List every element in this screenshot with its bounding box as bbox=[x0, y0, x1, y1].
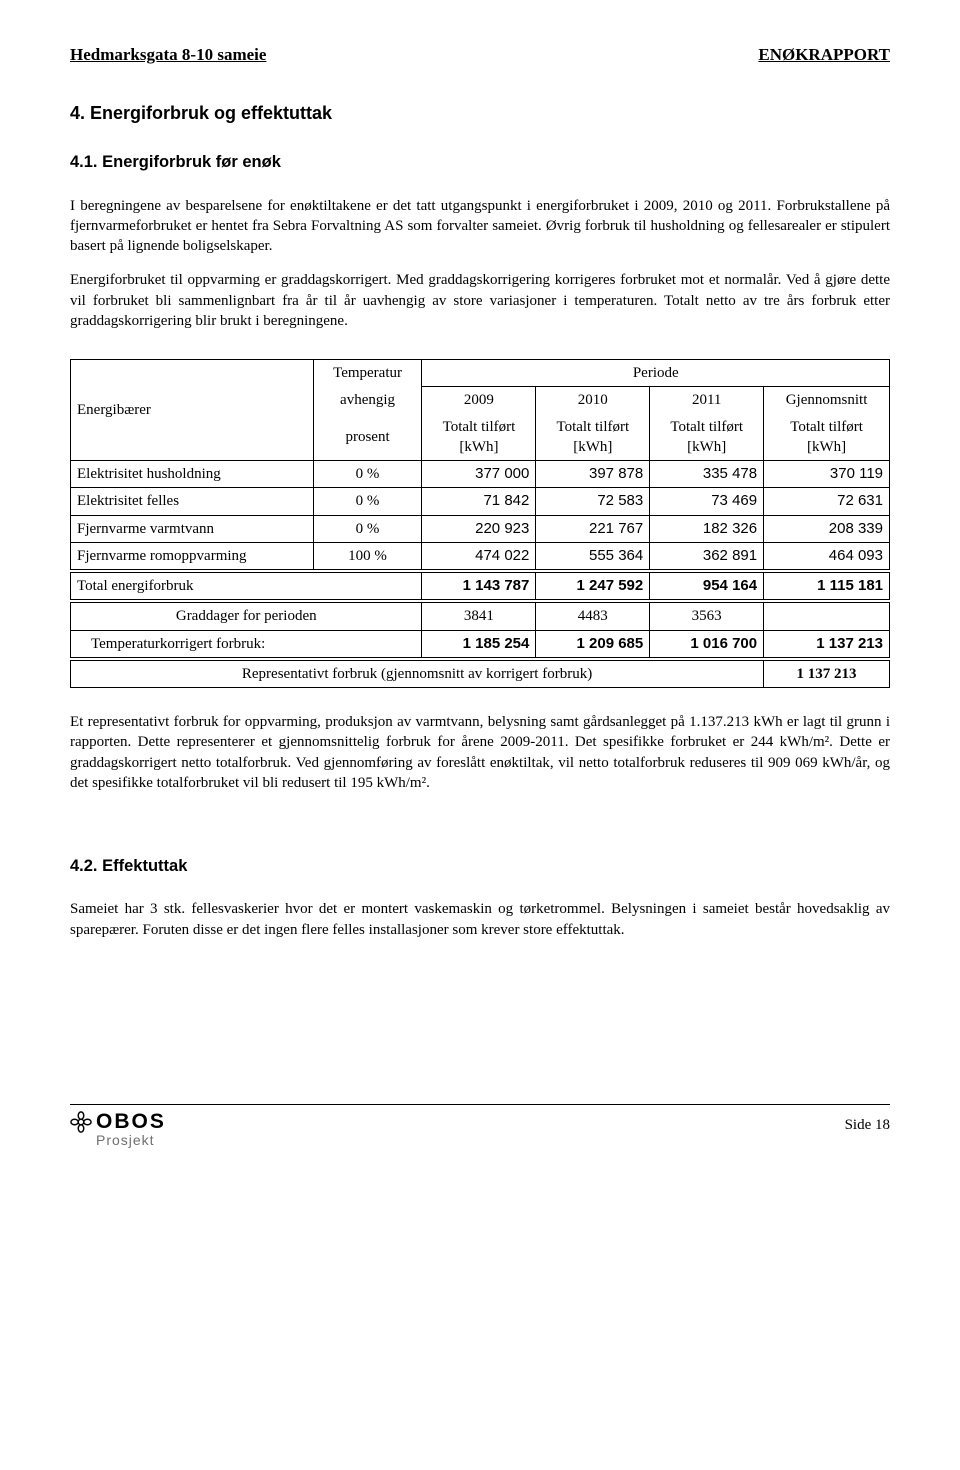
col-temp-1: Temperatur bbox=[313, 360, 422, 387]
row-pct: 0 % bbox=[313, 515, 422, 542]
col-gjennomsnitt: Gjennomsnitt bbox=[764, 387, 890, 414]
subsection-title-1: 4.1. Energiforbruk før enøk bbox=[70, 151, 890, 173]
row-label: Fjernvarme romoppvarming bbox=[71, 542, 314, 571]
logo-subtext: Prosjekt bbox=[96, 1133, 166, 1148]
row-label: Elektrisitet felles bbox=[71, 488, 314, 515]
header-left: Hedmarksgata 8-10 sameie bbox=[70, 44, 266, 67]
energy-table: Energibærer Temperatur Periode avhengig … bbox=[70, 359, 890, 688]
table-row-graddager: Graddager for perioden 3841 4483 3563 bbox=[71, 601, 890, 630]
paragraph-1: I beregningene av besparelsene for enøkt… bbox=[70, 196, 890, 257]
year-2010: 2010 bbox=[536, 387, 650, 414]
row-pct: 0 % bbox=[313, 461, 422, 488]
cell: 182 326 bbox=[650, 515, 764, 542]
col-temp-2: avhengig bbox=[313, 387, 422, 414]
cell: 335 478 bbox=[650, 461, 764, 488]
cell: 3841 bbox=[422, 601, 536, 630]
cell: 954 164 bbox=[650, 571, 764, 601]
cell: 362 891 bbox=[650, 542, 764, 571]
cell: 397 878 bbox=[536, 461, 650, 488]
repr-value: 1 137 213 bbox=[764, 659, 890, 688]
table-row: Energibærer Temperatur Periode bbox=[71, 360, 890, 387]
cell: 1 247 592 bbox=[536, 571, 650, 601]
cell: 208 339 bbox=[764, 515, 890, 542]
subsection-title-2: 4.2. Effektuttak bbox=[70, 855, 890, 877]
cell: 370 119 bbox=[764, 461, 890, 488]
col-h4: Totalt tilført[kWh] bbox=[764, 414, 890, 461]
cell: 555 364 bbox=[536, 542, 650, 571]
cell: 464 093 bbox=[764, 542, 890, 571]
rose-icon bbox=[70, 1111, 92, 1133]
cell: 3563 bbox=[650, 601, 764, 630]
paragraph-4: Sameiet har 3 stk. fellesvaskerier hvor … bbox=[70, 899, 890, 940]
col-h1: Totalt tilført[kWh] bbox=[422, 414, 536, 461]
table-row-tempkorr: Temperaturkorrigert forbruk: 1 185 254 1… bbox=[71, 630, 890, 659]
page-number: Side 18 bbox=[845, 1111, 890, 1135]
tempkorr-label: Temperaturkorrigert forbruk: bbox=[71, 630, 422, 659]
header-right: ENØKRAPPORT bbox=[758, 44, 890, 67]
table-row: Fjernvarme romoppvarming 100 % 474 022 5… bbox=[71, 542, 890, 571]
logo-text: OBOS bbox=[96, 1111, 166, 1133]
row-pct: 0 % bbox=[313, 488, 422, 515]
table-row: Fjernvarme varmtvann 0 % 220 923 221 767… bbox=[71, 515, 890, 542]
cell: 1 016 700 bbox=[650, 630, 764, 659]
cell: 1 115 181 bbox=[764, 571, 890, 601]
logo: OBOS Prosjekt bbox=[70, 1111, 166, 1148]
row-label: Fjernvarme varmtvann bbox=[71, 515, 314, 542]
cell: 220 923 bbox=[422, 515, 536, 542]
cell: 1 143 787 bbox=[422, 571, 536, 601]
total-label: Total energiforbruk bbox=[71, 571, 422, 601]
cell: 221 767 bbox=[536, 515, 650, 542]
col-energibaerer: Energibærer bbox=[71, 360, 314, 461]
row-label: Elektrisitet husholdning bbox=[71, 461, 314, 488]
cell: 1 209 685 bbox=[536, 630, 650, 659]
paragraph-2: Energiforbruket til oppvarming er gradda… bbox=[70, 270, 890, 331]
row-pct: 100 % bbox=[313, 542, 422, 571]
page-header: Hedmarksgata 8-10 sameie ENØKRAPPORT bbox=[70, 44, 890, 67]
cell: 73 469 bbox=[650, 488, 764, 515]
col-h3: Totalt tilført[kWh] bbox=[650, 414, 764, 461]
col-temp-3: prosent bbox=[313, 414, 422, 461]
cell-empty bbox=[764, 601, 890, 630]
graddager-label: Graddager for perioden bbox=[71, 601, 422, 630]
col-h2: Totalt tilført[kWh] bbox=[536, 414, 650, 461]
section-title: 4. Energiforbruk og effektuttak bbox=[70, 101, 890, 125]
cell: 474 022 bbox=[422, 542, 536, 571]
repr-label: Representativt forbruk (gjennomsnitt av … bbox=[71, 659, 764, 688]
table-row: Elektrisitet husholdning 0 % 377 000 397… bbox=[71, 461, 890, 488]
table-row-total: Total energiforbruk 1 143 787 1 247 592 … bbox=[71, 571, 890, 601]
cell: 72 631 bbox=[764, 488, 890, 515]
cell: 4483 bbox=[536, 601, 650, 630]
cell: 72 583 bbox=[536, 488, 650, 515]
table-row-repr: Representativt forbruk (gjennomsnitt av … bbox=[71, 659, 890, 688]
year-2011: 2011 bbox=[650, 387, 764, 414]
cell: 1 185 254 bbox=[422, 630, 536, 659]
paragraph-3: Et representativt forbruk for oppvarming… bbox=[70, 712, 890, 793]
cell: 1 137 213 bbox=[764, 630, 890, 659]
cell: 71 842 bbox=[422, 488, 536, 515]
periode-label: Periode bbox=[422, 360, 890, 387]
cell: 377 000 bbox=[422, 461, 536, 488]
year-2009: 2009 bbox=[422, 387, 536, 414]
table-row: Elektrisitet felles 0 % 71 842 72 583 73… bbox=[71, 488, 890, 515]
page-footer: OBOS Prosjekt Side 18 bbox=[70, 1104, 890, 1148]
